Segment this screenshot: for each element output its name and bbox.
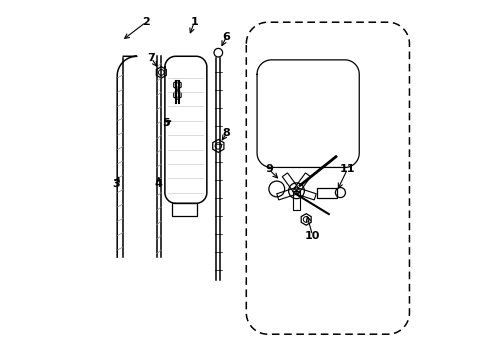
Text: 5: 5 <box>162 118 169 128</box>
Text: 6: 6 <box>222 32 230 41</box>
Bar <box>317 188 336 198</box>
Text: 2: 2 <box>142 17 149 27</box>
Text: 4: 4 <box>155 179 163 189</box>
Text: 9: 9 <box>264 164 272 174</box>
Text: 7: 7 <box>147 53 155 63</box>
Bar <box>172 203 197 216</box>
Text: 3: 3 <box>112 179 120 189</box>
Text: 11: 11 <box>339 164 354 174</box>
Text: 1: 1 <box>190 17 198 27</box>
Text: 10: 10 <box>305 231 320 240</box>
Text: 8: 8 <box>222 129 230 138</box>
